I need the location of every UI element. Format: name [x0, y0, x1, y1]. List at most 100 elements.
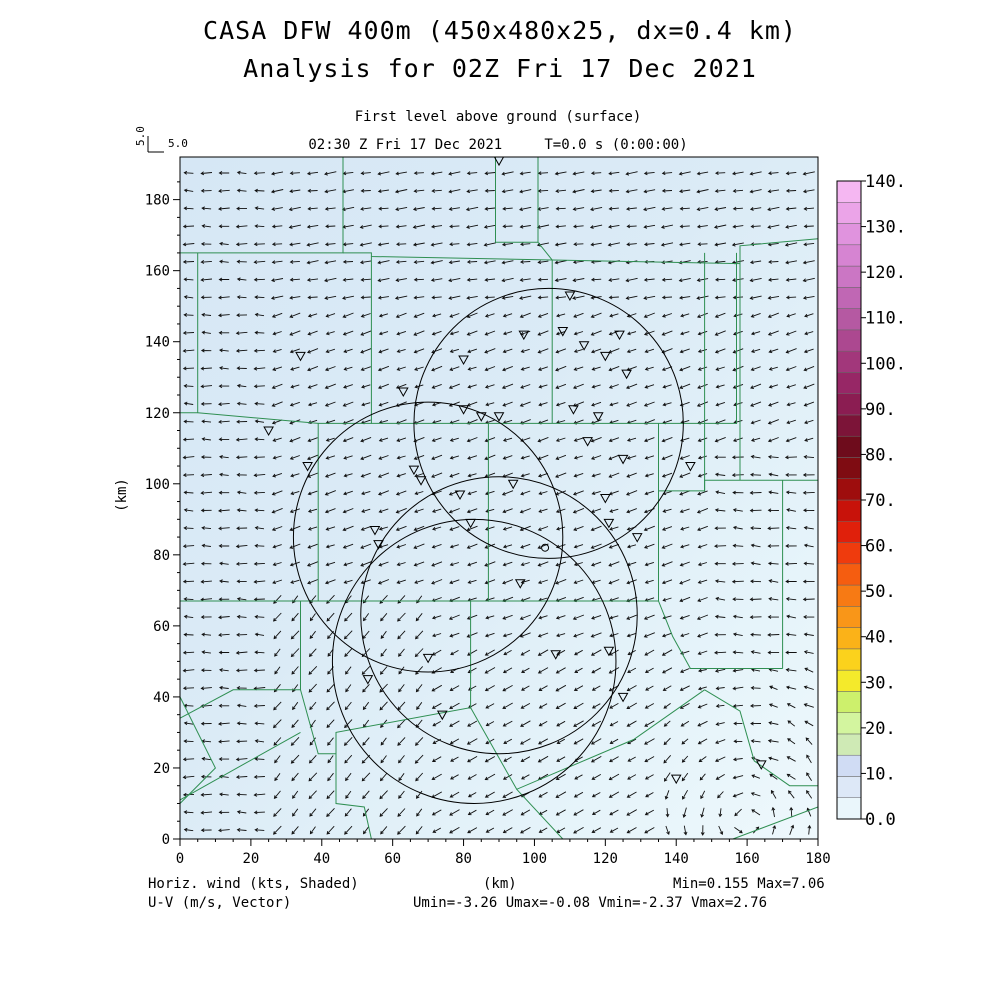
y-tick-label: 100 — [145, 477, 170, 493]
station-triangle-icon — [422, 653, 434, 664]
colorbar-swatch — [836, 180, 862, 203]
colorbar-label: 30. — [865, 673, 896, 693]
colorbar-swatch — [836, 776, 862, 798]
county-boundaries — [180, 157, 818, 839]
colorbar-swatch — [836, 669, 862, 692]
y-tick-label: 0 — [162, 832, 170, 848]
colorbar-swatch — [836, 627, 862, 650]
county-line — [516, 788, 564, 839]
reference-vector-arrow — [147, 136, 164, 153]
county-line — [197, 412, 319, 424]
x-tick-label: 60 — [384, 851, 401, 867]
colorbar-swatch — [836, 754, 862, 777]
reference-vector-x-label: 5.0 — [168, 137, 188, 150]
station-triangle-icon — [582, 437, 593, 447]
x-axis-label: (km) — [483, 876, 517, 892]
county-line — [300, 601, 472, 755]
colorbar-swatch — [836, 606, 862, 628]
station-triangle-icon — [408, 465, 420, 476]
station-triangle-icon — [475, 412, 487, 422]
level-label: First level above ground (surface) — [354, 109, 642, 125]
county-line — [732, 806, 818, 839]
colorbar-swatch — [836, 457, 862, 479]
station-triangle-icon — [295, 351, 306, 362]
radar-site-icon — [541, 543, 550, 552]
station-triangle-icon — [373, 540, 384, 550]
station-triangle-icon — [518, 330, 530, 341]
station-triangle-icon — [670, 774, 682, 785]
colorbar: 0.0 10. 20. 30. 40. 50. 60. 70. 80. 90. 100. 110. 12… — [836, 172, 906, 830]
y-tick-label: 120 — [145, 406, 170, 422]
x-tick-label: 140 — [664, 851, 689, 867]
colorbar-label: 100. — [865, 354, 906, 374]
plot-area — [180, 157, 818, 839]
x-tick-label: 80 — [455, 851, 472, 867]
station-triangle-icon — [599, 494, 611, 504]
station-triangle-icon — [458, 405, 469, 415]
x-tick-label: 0 — [176, 851, 184, 867]
station-triangle-icon — [621, 369, 632, 380]
county-line — [371, 252, 737, 424]
station-triangle-icon — [369, 525, 381, 536]
station-triangle-icon — [631, 533, 643, 543]
county-line — [470, 689, 705, 790]
colorbar-label: 120. — [865, 263, 906, 283]
footer-uv-extremes: Umin=-3.26 Umax=-0.08 Vmin=-2.37 Vmax=2.… — [413, 895, 768, 911]
footer-shaded-variable: Horiz. wind (kts, Shaded) — [148, 876, 359, 892]
county-line — [343, 238, 818, 265]
reference-vector: 5.0 5.0 — [134, 126, 188, 153]
station-triangle-icon — [603, 518, 615, 529]
station-triangle-icon — [302, 462, 313, 472]
station-triangle-icon — [263, 426, 274, 437]
colorbar-swatch — [836, 584, 862, 607]
colorbar-swatch — [836, 393, 862, 416]
station-triangle-icon — [507, 479, 519, 490]
colorbar-label: 20. — [865, 719, 896, 739]
station-triangle-icon — [436, 710, 448, 721]
county-line — [537, 241, 553, 424]
x-tick-label: 180 — [805, 851, 830, 867]
colorbar-label: 60. — [865, 537, 896, 557]
y-axis-label: (km) — [113, 478, 130, 512]
station-triangle-icon — [685, 462, 696, 472]
chart-title: CASA DFW 400m (450x480x25, dx=0.4 km) — [203, 16, 797, 45]
colorbar-label: 130. — [865, 218, 906, 238]
county-line — [180, 731, 301, 801]
valid-time-label: 02:30 Z Fri 17 Dec 2021 T=0.0 s (0:00:00… — [308, 137, 688, 153]
colorbar-swatch — [836, 542, 862, 565]
colorbar-label: 80. — [865, 445, 896, 465]
colorbar-swatch — [836, 202, 862, 224]
x-tick-label: 40 — [313, 851, 330, 867]
colorbar-swatch — [836, 265, 862, 288]
colorbar-swatch — [836, 223, 862, 246]
colorbar-swatch — [836, 563, 862, 586]
colorbar-label: 140. — [865, 172, 906, 192]
range-ring — [360, 476, 638, 755]
station-triangle-icon — [617, 454, 629, 465]
x-tick-label: 20 — [242, 851, 259, 867]
county-line — [180, 601, 301, 719]
station-triangle-icon — [614, 330, 625, 341]
reference-vector-y-label: 5.0 — [134, 126, 147, 146]
footer-min-max: Min=0.155 Max=7.06 — [673, 876, 825, 892]
county-line — [180, 696, 217, 804]
station-triangle-icon — [415, 476, 427, 486]
y-tick-label: 160 — [145, 264, 170, 280]
y-tick-label: 80 — [153, 548, 170, 564]
county-line — [495, 157, 539, 243]
colorbar-label: 50. — [865, 582, 896, 602]
x-tick-label: 160 — [734, 851, 759, 867]
station-triangle-icon — [550, 650, 562, 660]
colorbar-label: 90. — [865, 400, 896, 420]
station-triangle-icon — [578, 341, 590, 351]
colorbar-swatch — [836, 797, 862, 820]
station-triangle-icon — [599, 351, 611, 362]
colorbar-swatch — [836, 499, 862, 522]
colorbar-label: 110. — [865, 309, 906, 329]
colorbar-swatch — [836, 350, 862, 373]
y-tick-label: 180 — [145, 193, 170, 209]
colorbar-swatch — [836, 712, 862, 735]
station-triangle-icon — [557, 327, 569, 337]
station-markers — [263, 157, 767, 785]
